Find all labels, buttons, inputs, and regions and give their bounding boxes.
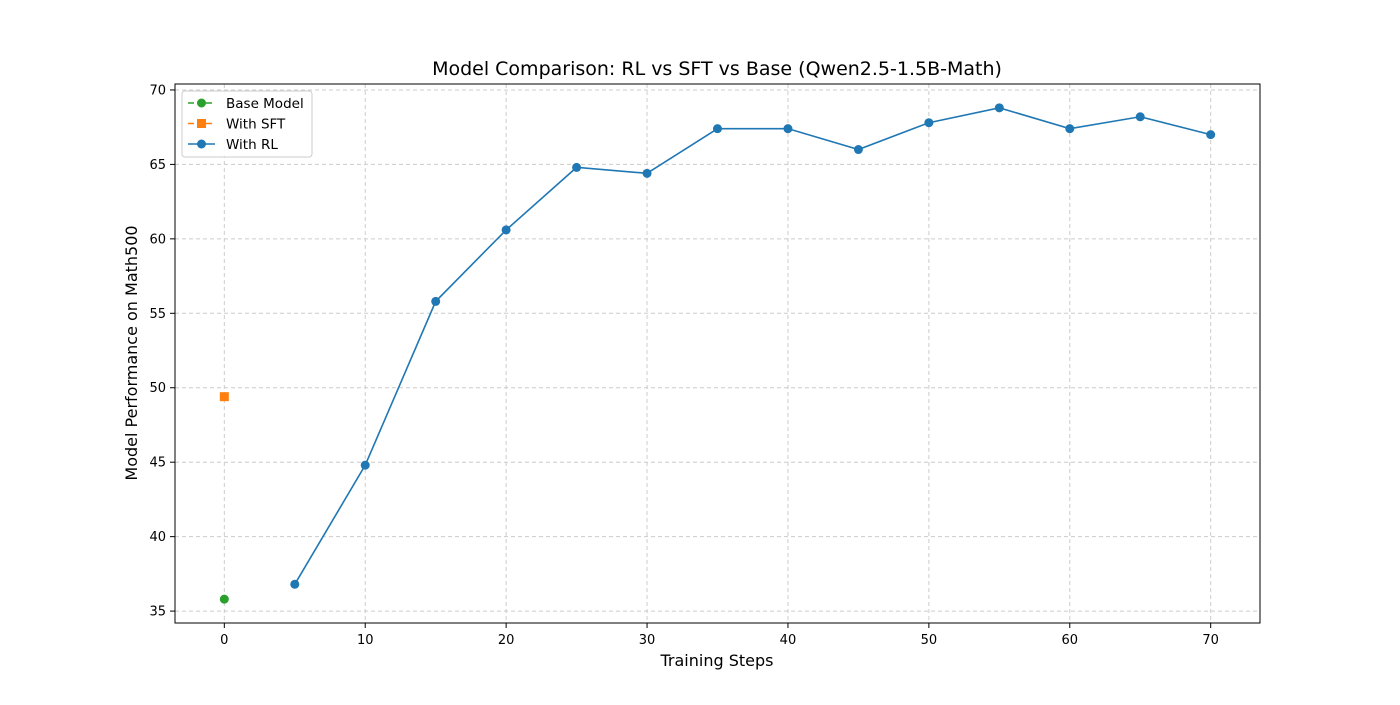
data-point-with-rl xyxy=(994,103,1004,113)
series-with-rl xyxy=(290,103,1216,589)
data-point-with-rl xyxy=(713,124,722,134)
data-point-with-rl xyxy=(501,225,511,235)
y-tick-label: 65 xyxy=(149,158,166,173)
data-point-base-model xyxy=(219,594,229,604)
data-point-with-sft xyxy=(219,392,229,402)
x-tick-label: 40 xyxy=(780,633,797,648)
legend-marker xyxy=(197,119,206,128)
legend-item-with-rl: With RL xyxy=(188,137,278,153)
y-axis-label: Model Performance on Math500 xyxy=(122,225,141,480)
y-tick-label: 40 xyxy=(149,530,166,545)
y-tick-label: 70 xyxy=(149,83,166,98)
x-tick-label: 30 xyxy=(639,633,656,648)
legend-item-base-model: Base Model xyxy=(188,96,304,112)
y-tick-label: 35 xyxy=(149,605,166,620)
y-tick-label: 45 xyxy=(149,456,166,471)
series-with-sft xyxy=(219,392,229,402)
x-tick-label: 70 xyxy=(1202,633,1219,648)
data-point-with-rl xyxy=(642,168,652,178)
x-tick-label: 50 xyxy=(921,633,938,648)
x-tick-label: 20 xyxy=(498,633,515,648)
data-point-with-rl xyxy=(572,162,582,172)
grid xyxy=(175,84,1260,623)
x-axis: 0 10 20 30 40 50 60 70 xyxy=(220,623,1219,648)
legend-marker xyxy=(197,139,206,149)
data-point-with-rl xyxy=(290,579,300,589)
x-tick-label: 0 xyxy=(220,633,228,648)
data-point-with-rl xyxy=(1135,112,1145,122)
legend-label: With SFT xyxy=(226,117,286,133)
legend-label: With RL xyxy=(226,137,278,153)
x-axis-label: Training Steps xyxy=(660,651,774,670)
y-tick-label: 60 xyxy=(149,232,166,247)
chart-title: Model Comparison: RL vs SFT vs Base (Qwe… xyxy=(432,58,1002,80)
plot-series xyxy=(219,103,1216,604)
y-tick-label: 55 xyxy=(149,307,166,322)
plot-frame xyxy=(174,83,1261,624)
legend: Base Model With SFT With RL xyxy=(181,90,313,158)
y-tick-label: 50 xyxy=(149,381,166,396)
x-tick-label: 60 xyxy=(1061,633,1078,648)
x-tick-label: 10 xyxy=(357,633,374,648)
data-point-with-rl xyxy=(1206,130,1216,140)
legend-marker xyxy=(197,98,206,108)
data-point-with-rl xyxy=(431,296,441,306)
legend-item-with-sft: With SFT xyxy=(188,117,286,133)
data-point-with-rl xyxy=(360,460,370,470)
legend-label: Base Model xyxy=(226,96,304,112)
data-point-with-rl xyxy=(924,118,934,128)
legend-box xyxy=(181,90,313,158)
data-point-with-rl xyxy=(853,145,863,155)
series-base-model xyxy=(219,594,229,604)
series-line-with-rl xyxy=(294,106,1211,585)
data-point-with-rl xyxy=(1065,124,1075,134)
data-point-with-rl xyxy=(783,124,793,134)
y-axis: 35 40 45 50 55 60 65 70 xyxy=(149,83,175,620)
